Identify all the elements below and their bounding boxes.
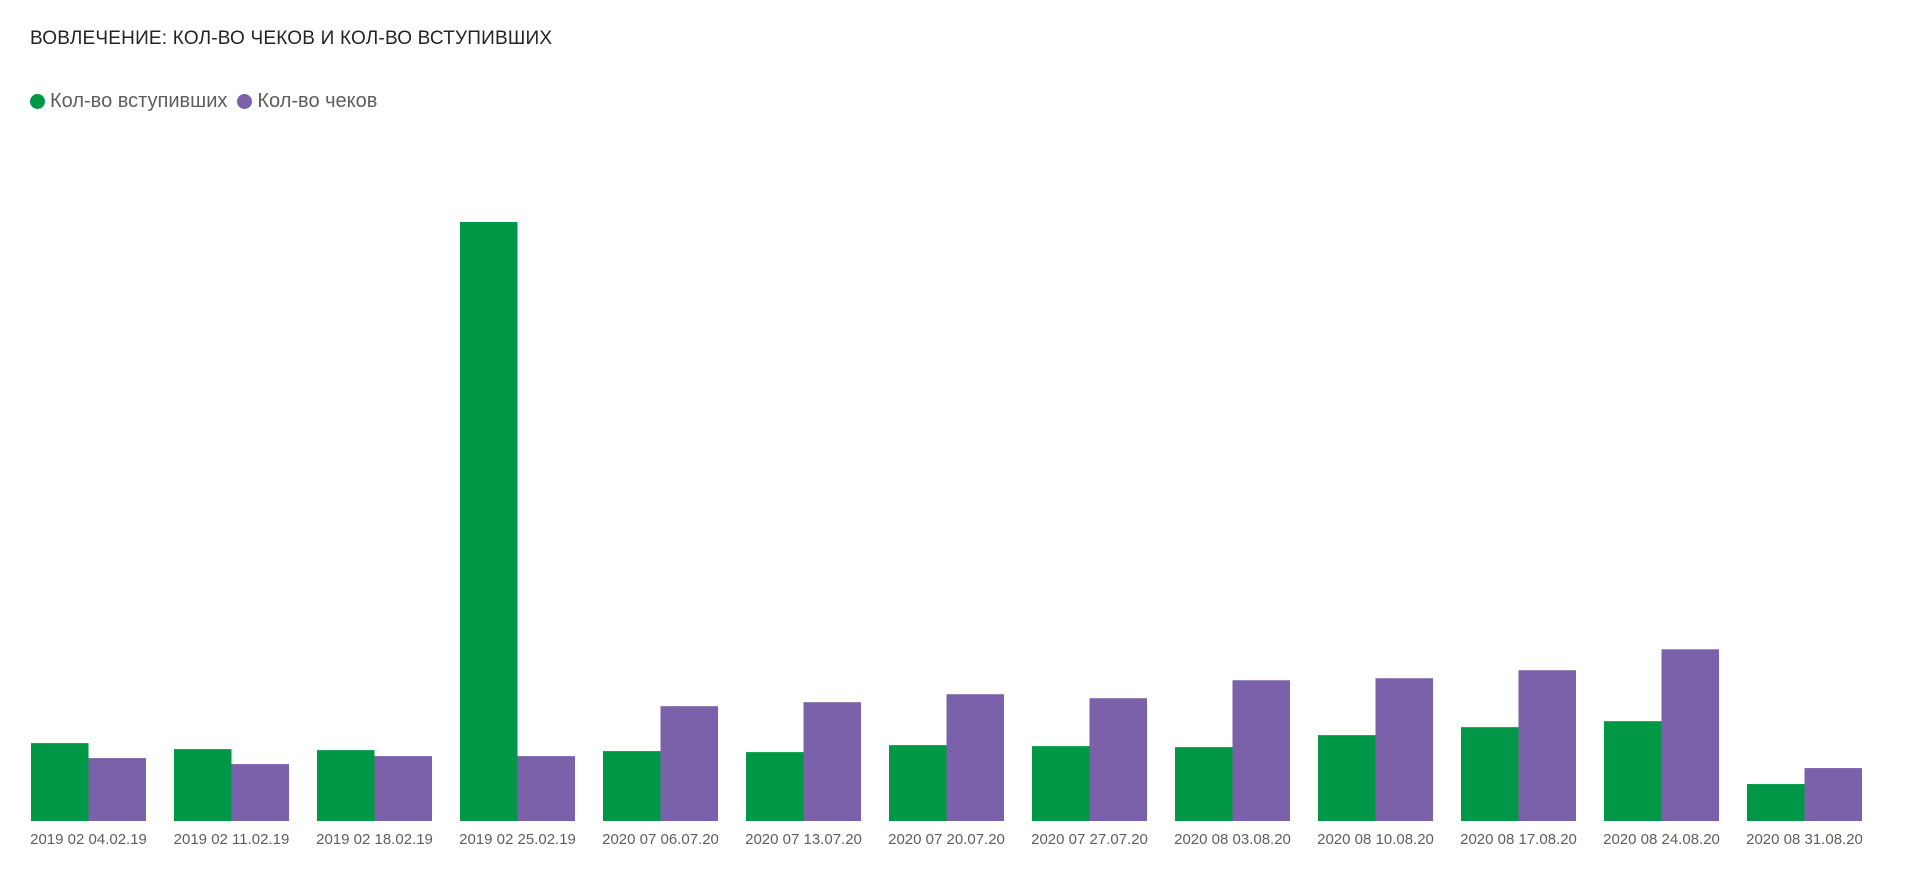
x-tick-label: 2019 02 11.02.19: [174, 831, 290, 848]
x-tick-label: 2019 02 18.02.19: [316, 831, 433, 848]
legend-item-receipts[interactable]: Кол-во чеков: [237, 90, 377, 113]
bar-members-5[interactable]: [746, 752, 804, 821]
bar-members-7[interactable]: [1032, 746, 1090, 822]
bar-members-6[interactable]: [889, 745, 947, 821]
x-tick-label: 2020 07 13.07.20: [745, 831, 862, 848]
x-tick-label: 2020 08 10.08.20: [1317, 831, 1434, 848]
legend-label-members: Кол-во вступивших: [50, 90, 228, 112]
legend-marker-receipts: [237, 94, 253, 109]
bar-members-1[interactable]: [174, 749, 232, 821]
bar-receipts-11[interactable]: [1661, 649, 1720, 821]
bar-receipts-10[interactable]: [1518, 670, 1577, 821]
bar-members-11[interactable]: [1604, 721, 1662, 821]
x-tick-label: 2020 08 31.08.20: [1746, 831, 1863, 848]
legend-marker-members: [30, 94, 45, 109]
x-tick-label: 2020 07 20.07.20: [888, 831, 1005, 848]
x-tick-label: 2020 07 06.07.20: [602, 831, 719, 848]
bar-receipts-2[interactable]: [374, 756, 433, 821]
bar-members-4[interactable]: [603, 751, 661, 821]
bar-members-2[interactable]: [317, 750, 375, 821]
bar-members-0[interactable]: [31, 743, 89, 821]
bar-members-8[interactable]: [1175, 747, 1233, 821]
x-tick-label: 2020 08 24.08.20: [1603, 831, 1720, 848]
x-tick-label: 2020 08 17.08.20: [1460, 831, 1577, 848]
x-tick-label: 2019 02 04.02.19: [30, 831, 147, 848]
bar-receipts-9[interactable]: [1375, 678, 1434, 821]
bar-receipts-5[interactable]: [803, 702, 862, 821]
bar-receipts-1[interactable]: [231, 764, 290, 822]
bar-receipts-12[interactable]: [1804, 768, 1863, 821]
bar-members-12[interactable]: [1747, 784, 1805, 821]
bar-members-10[interactable]: [1461, 727, 1519, 821]
chart-title: ВОВЛЕЧЕНИЕ: КОЛ-ВО ЧЕКОВ И КОЛ-ВО ВСТУПИ…: [30, 28, 553, 49]
bar-receipts-6[interactable]: [946, 694, 1005, 821]
bar-receipts-8[interactable]: [1232, 680, 1291, 821]
bar-members-3[interactable]: [460, 222, 518, 821]
x-tick-label: 2020 08 03.08.20: [1174, 831, 1291, 848]
bar-receipts-3[interactable]: [517, 756, 576, 821]
bar-receipts-0[interactable]: [88, 758, 147, 821]
bar-receipts-7[interactable]: [1089, 698, 1148, 822]
legend-item-members[interactable]: Кол-во вступивших: [30, 90, 227, 113]
x-tick-label: 2020 07 27.07.20: [1031, 831, 1148, 848]
bar-receipts-4[interactable]: [660, 706, 719, 821]
bar-members-9[interactable]: [1318, 735, 1376, 821]
legend: Кол-во вступивших Кол-во чеков: [30, 90, 387, 113]
x-tick-label: 2019 02 25.02.19: [459, 831, 576, 848]
legend-label-receipts: Кол-во чеков: [257, 90, 378, 112]
